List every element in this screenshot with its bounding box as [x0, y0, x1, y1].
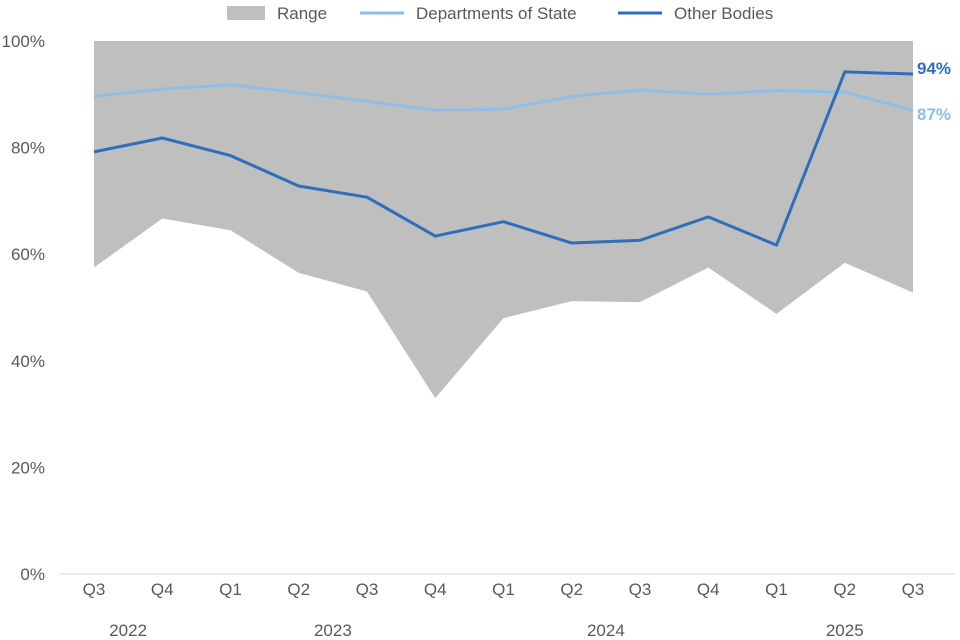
series-line-other-bodies: [93, 70, 914, 247]
end-labels: 87% 94%: [917, 59, 951, 124]
x-tick-label: Q3: [902, 580, 925, 599]
x-tick-label: Q1: [219, 580, 242, 599]
x-tick-label: Q1: [492, 580, 515, 599]
y-tick-label: 40%: [11, 352, 45, 371]
x-tick-label: Q3: [83, 580, 106, 599]
y-tick-label: 20%: [11, 458, 45, 477]
x-tick-label: Q2: [560, 580, 583, 599]
y-tick-label: 0%: [20, 565, 45, 584]
x-tick-label: Q2: [287, 580, 310, 599]
x-tick-label: Q3: [629, 580, 652, 599]
range-area: [94, 41, 913, 399]
year-label: 2025: [826, 621, 864, 640]
x-axis: Q3 Q4 Q1 Q2 Q3 Q4 Q1 Q2 Q3 Q4 Q1 Q2 Q3: [83, 580, 925, 599]
end-label-other-bodies: 94%: [917, 59, 951, 78]
x-tick-label: Q4: [424, 580, 447, 599]
year-label: 2022: [109, 621, 147, 640]
year-label: 2024: [587, 621, 625, 640]
year-labels: 2022 2023 2024 2025: [109, 621, 863, 640]
legend-label-range: Range: [277, 4, 327, 23]
y-tick-label: 100%: [2, 32, 45, 51]
legend-label-other-bodies: Other Bodies: [674, 4, 773, 23]
x-tick-label: Q4: [697, 580, 720, 599]
x-tick-label: Q2: [833, 580, 856, 599]
end-label-departments-of-state: 87%: [917, 105, 951, 124]
x-tick-label: Q4: [151, 580, 174, 599]
legend-swatch-range: [227, 6, 265, 20]
legend-label-departments-of-state: Departments of State: [416, 4, 577, 23]
year-label: 2023: [314, 621, 352, 640]
x-tick-label: Q1: [765, 580, 788, 599]
y-tick-label: 60%: [11, 245, 45, 264]
y-tick-label: 80%: [11, 139, 45, 158]
series-line-departments-of-state: [93, 83, 914, 112]
x-tick-label: Q3: [356, 580, 379, 599]
y-axis: 0% 20% 40% 60% 80% 100%: [2, 32, 45, 584]
series-lines: [93, 70, 914, 247]
legend: Range Departments of State Other Bodies: [227, 4, 773, 23]
